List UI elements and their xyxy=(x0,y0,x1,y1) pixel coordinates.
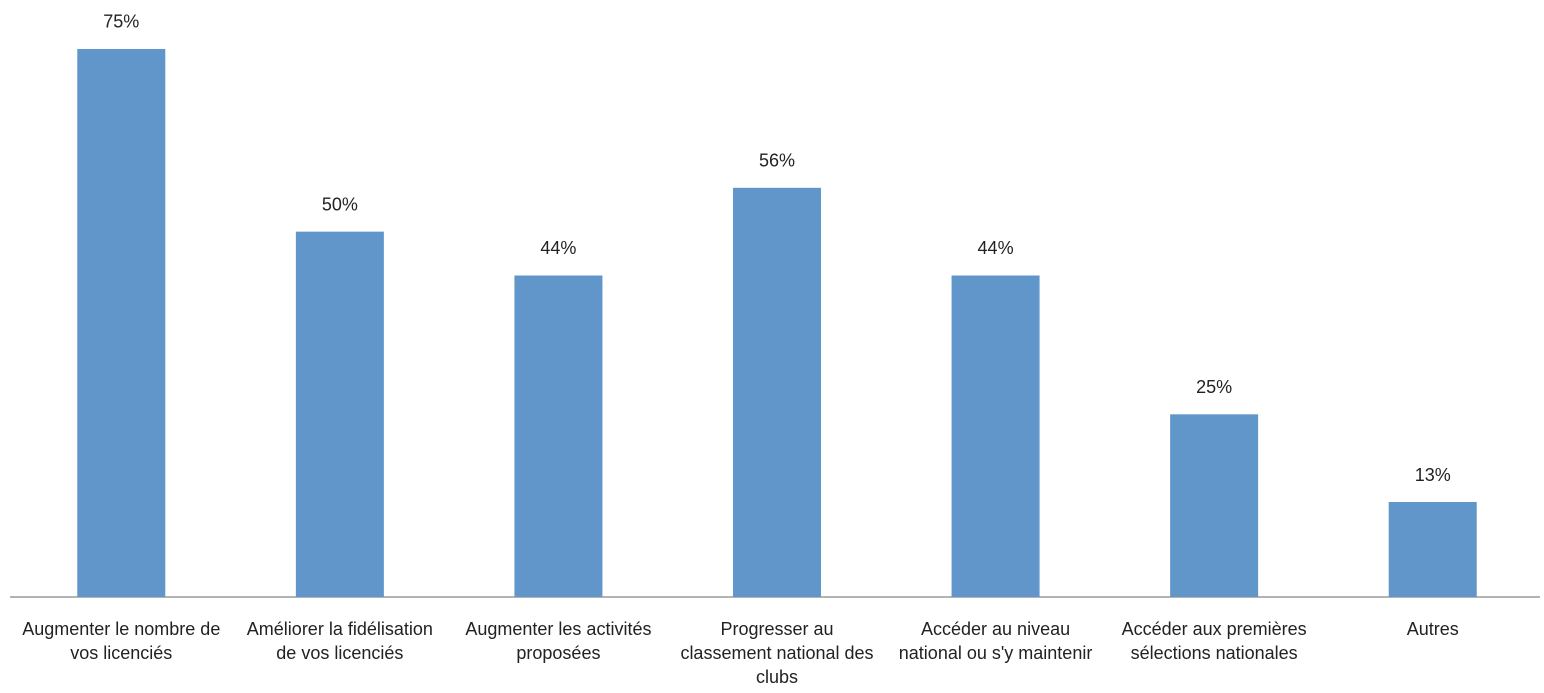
bar xyxy=(514,275,603,597)
bar xyxy=(733,187,821,598)
x-tick-label: Augmenter le nombre de vos licenciés xyxy=(22,619,221,663)
x-tick-label: Augmenter les activités proposées xyxy=(465,619,652,663)
value-label: 50% xyxy=(322,194,358,214)
value-label: 25% xyxy=(1196,377,1232,397)
value-label: 44% xyxy=(978,238,1014,258)
x-tick-label: Accéder au niveau national ou s'y mainte… xyxy=(898,619,1093,663)
x-tick-label: Autres xyxy=(1406,619,1459,639)
value-label: 56% xyxy=(759,151,795,171)
bar xyxy=(951,275,1040,597)
x-tick-label: Progresser au classement national des cl… xyxy=(680,619,874,687)
bar xyxy=(1388,502,1477,597)
bar xyxy=(1170,414,1259,597)
value-label: 75% xyxy=(103,12,139,32)
bar xyxy=(295,231,384,597)
x-tick-label: Accéder aux premières sélections nationa… xyxy=(1121,619,1307,663)
bar xyxy=(77,48,166,598)
value-label: 13% xyxy=(1415,465,1451,485)
x-tick-label: Améliorer la fidélisation de vos licenci… xyxy=(246,619,433,663)
value-label: 44% xyxy=(540,238,576,258)
